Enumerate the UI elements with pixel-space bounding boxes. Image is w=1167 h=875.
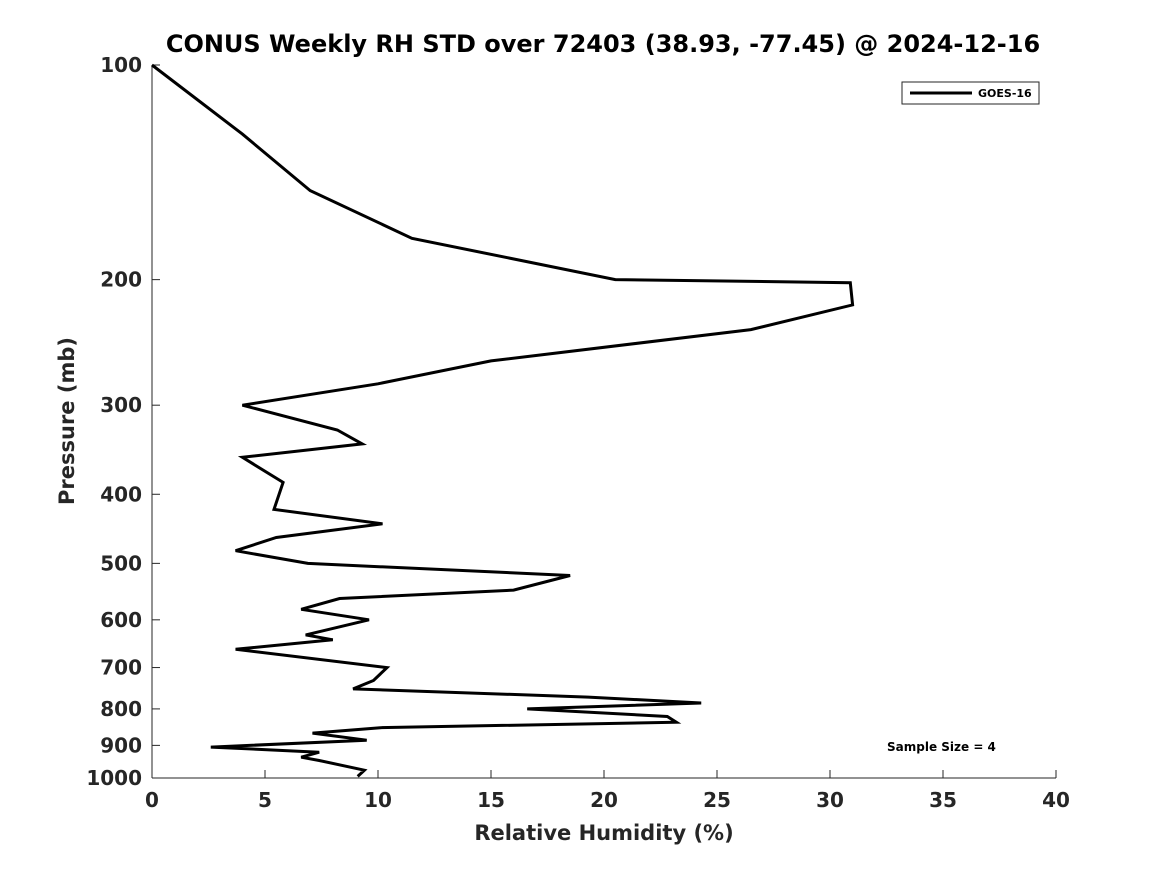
chart-title: CONUS Weekly RH STD over 72403 (38.93, -… (166, 30, 1040, 58)
y-tick-label: 900 (100, 733, 142, 757)
y-tick-label: 100 (100, 53, 142, 77)
x-tick-label: 15 (477, 788, 505, 812)
y-tick-label: 600 (100, 608, 142, 632)
y-tick-label: 300 (100, 393, 142, 417)
y-tick-label: 1000 (86, 766, 142, 790)
x-axis-label: Relative Humidity (%) (474, 821, 733, 845)
x-tick-label: 35 (929, 788, 957, 812)
x-tick-label: 20 (590, 788, 618, 812)
series-line-goes-16 (151, 63, 855, 778)
x-tick-label: 0 (145, 788, 159, 812)
y-tick-label: 200 (100, 268, 142, 292)
y-tick-label: 400 (100, 482, 142, 506)
y-tick-label: 500 (100, 551, 142, 575)
y-tick-label: 800 (100, 697, 142, 721)
legend-label-goes16: GOES-16 (978, 87, 1032, 100)
y-axis-label: Pressure (mb) (55, 337, 79, 505)
x-tick-label: 30 (816, 788, 844, 812)
sample-size-annotation: Sample Size = 4 (887, 740, 996, 754)
x-tick-label: 10 (364, 788, 392, 812)
series-layer (151, 63, 855, 778)
y-tick-label: 700 (100, 656, 142, 680)
x-tick-label: 25 (703, 788, 731, 812)
x-tick-label: 5 (258, 788, 272, 812)
x-tick-label: 40 (1042, 788, 1070, 812)
ticks: 0 5 10 15 20 25 30 35 40 100 200 300 400 500 600 700 800… (86, 53, 1070, 812)
legend: GOES-16 (901, 81, 1040, 105)
